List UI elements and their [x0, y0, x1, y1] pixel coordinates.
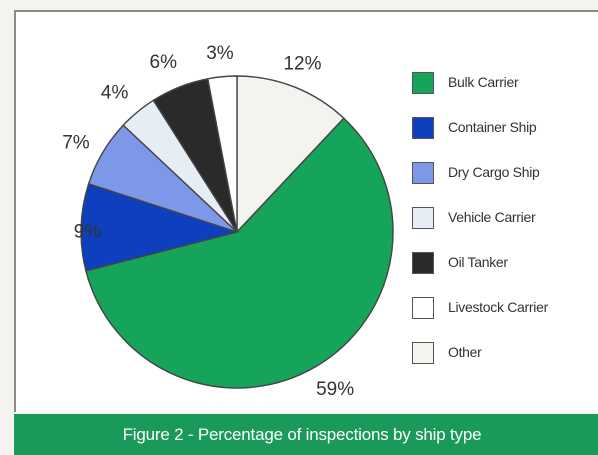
figure-caption: Figure 2 - Percentage of inspections by … [122, 425, 482, 444]
legend-item-vehicle-carrier: Vehicle Carrier [412, 207, 598, 235]
slice-label-other: 12% [283, 54, 321, 75]
legend-item-bulk-carrier: Bulk Carrier [412, 72, 598, 100]
legend-label-vehicle-carrier: Vehicle Carrier [448, 209, 536, 225]
legend-label-livestock-carrier: Livestock Carrier [448, 299, 548, 315]
pie-slice-bulk-carrier [85, 117, 394, 389]
legend-label-bulk-carrier: Bulk Carrier [448, 74, 519, 90]
slice-label-bulk-carrier: 59% [316, 379, 354, 400]
legend-swatch-dry-cargo-ship [412, 162, 434, 184]
pie-slice-other [236, 75, 345, 234]
slice-label-vehicle-carrier: 4% [101, 82, 129, 103]
legend-item-livestock-carrier: Livestock Carrier [412, 297, 598, 325]
caption-bar: Figure 2 - Percentage of inspections by … [14, 414, 598, 455]
legend-item-oil-tanker: Oil Tanker [412, 252, 598, 280]
legend-swatch-container-ship [412, 117, 434, 139]
legend-item-dry-cargo-ship: Dry Cargo Ship [412, 162, 598, 190]
slice-label-dry-cargo-ship: 7% [62, 132, 90, 153]
legend-item-container-ship: Container Ship [412, 117, 598, 145]
legend-swatch-other [412, 342, 434, 364]
legend-swatch-livestock-carrier [412, 297, 434, 319]
legend-swatch-oil-tanker [412, 252, 434, 274]
legend-label-dry-cargo-ship: Dry Cargo Ship [448, 164, 540, 180]
legend-swatch-vehicle-carrier [412, 207, 434, 229]
pie-chart: 12% 59% 9% 7% 4% 6% 3% [62, 43, 394, 400]
legend-label-other: Other [448, 344, 482, 360]
pie-slice-container-ship [80, 182, 240, 272]
pie-slice-livestock-carrier [206, 75, 238, 233]
slice-label-oil-tanker: 6% [150, 52, 178, 73]
slice-label-livestock-carrier: 3% [206, 43, 234, 64]
slice-label-container-ship: 9% [74, 222, 102, 243]
legend-swatch-bulk-carrier [412, 72, 434, 94]
legend-label-oil-tanker: Oil Tanker [448, 254, 508, 270]
chart-panel: 12% 59% 9% 7% 4% 6% 3% Bulk Carrier Container S… [14, 10, 598, 412]
legend-item-other: Other [412, 342, 598, 370]
legend-label-container-ship: Container Ship [448, 119, 537, 135]
